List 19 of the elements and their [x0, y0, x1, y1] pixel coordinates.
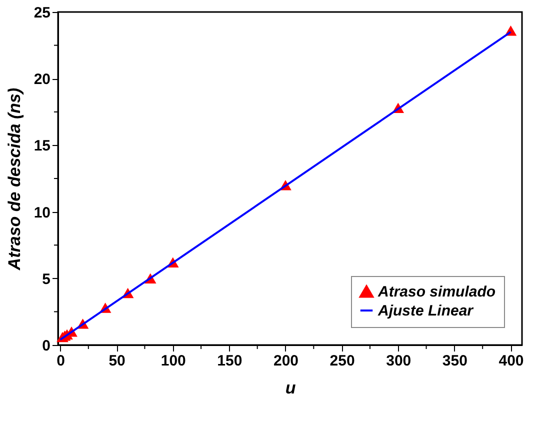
x-tick-label: 250: [330, 352, 355, 370]
x-axis-title: u: [285, 378, 296, 398]
legend-label: Atraso simulado: [377, 284, 496, 300]
y-tick-label: 0: [42, 338, 50, 354]
x-tick-label: 200: [273, 352, 299, 370]
y-tick-label: 10: [34, 204, 50, 222]
legend-label: Ajuste Linear: [377, 302, 474, 320]
x-tick-label: 50: [108, 352, 126, 370]
x-tick-label: 0: [56, 352, 65, 370]
y-tick-label: 20: [34, 71, 50, 88]
y-tick-label: 25: [34, 4, 50, 22]
x-tick-label: 150: [217, 352, 242, 370]
y-tick-label: 5: [42, 270, 50, 288]
y-tick-label: 15: [34, 138, 50, 155]
x-tick-label: 350: [442, 352, 468, 370]
x-tick-label: 100: [160, 352, 186, 370]
x-tick-label: 400: [498, 352, 524, 370]
x-tick-label: 300: [386, 352, 412, 370]
y-axis-title: Atraso de descida (ns): [4, 88, 24, 272]
